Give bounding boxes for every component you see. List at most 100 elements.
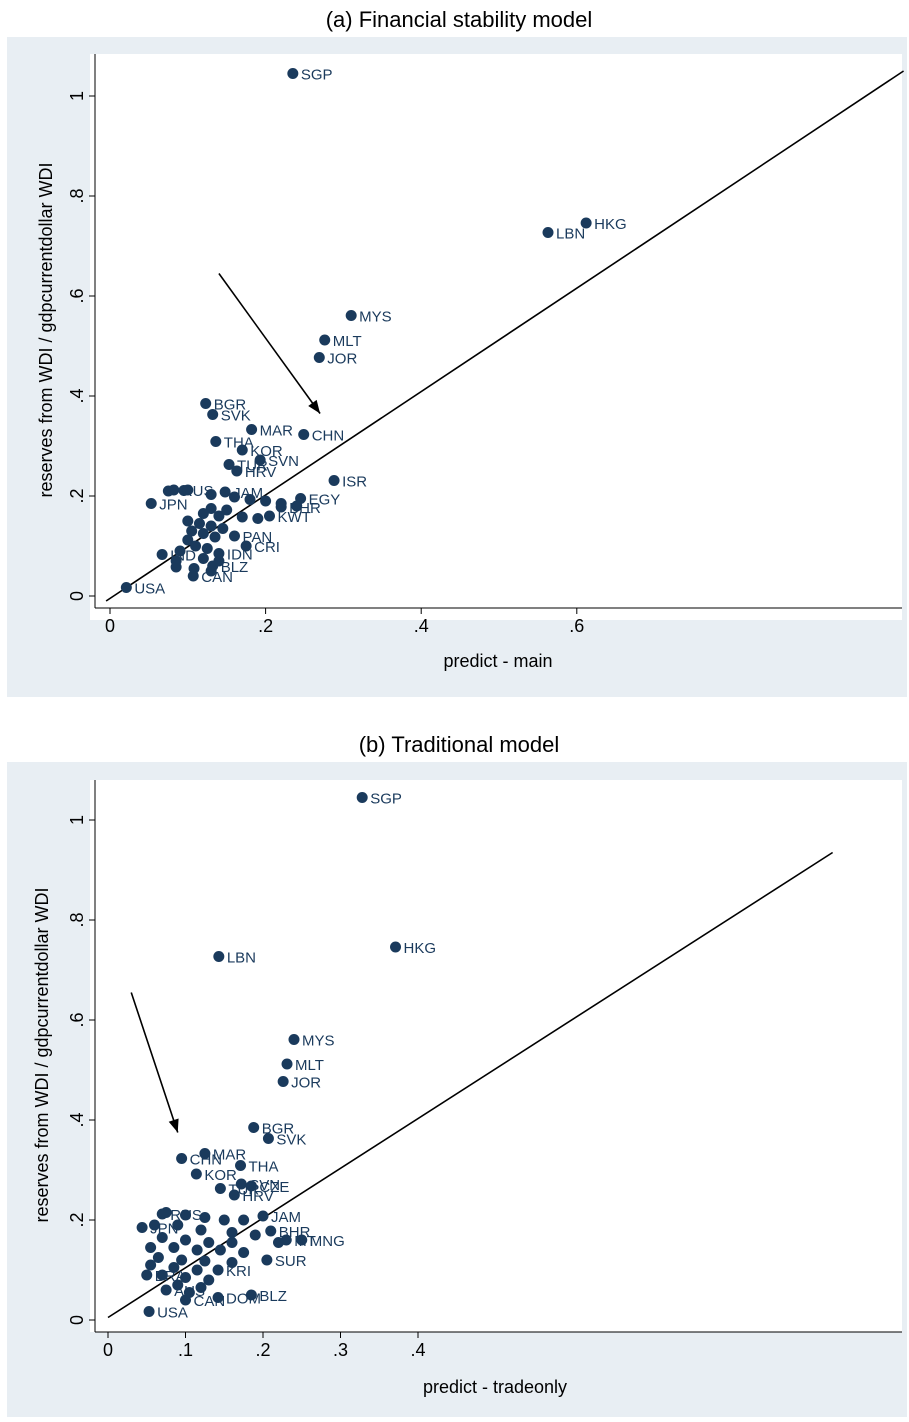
panel-b-arrow-head <box>168 1118 179 1133</box>
panel-a-point-label: KWT <box>277 509 310 526</box>
panel-a-point <box>182 484 194 496</box>
panel-b-point <box>262 1133 274 1144</box>
panel-a-point <box>287 68 299 79</box>
panel-b-point <box>218 1214 230 1226</box>
panel-a-point-label: CHN <box>312 428 345 445</box>
panel-b-point-label: CAN <box>194 1293 226 1310</box>
panel-b-point-label: HKG <box>404 940 437 957</box>
panel-a-point <box>313 352 325 363</box>
panel-b-y-tick-label: .6 <box>67 1012 87 1027</box>
panel-a-point <box>205 489 217 500</box>
panel-a-point <box>186 525 198 537</box>
panel-a-point <box>228 530 240 542</box>
panel-b-point <box>191 1244 203 1256</box>
panel-a-point <box>197 553 209 564</box>
panel-a-title: (a) Financial stability model <box>326 7 593 32</box>
panel-b-point <box>214 1183 226 1194</box>
panel-b-point <box>199 1148 211 1159</box>
panel-b-point <box>212 1292 224 1303</box>
panel-b-point-label: SUR <box>275 1253 307 1270</box>
panel-a-point-label: USA <box>134 581 165 598</box>
panel-b-point <box>281 1058 293 1070</box>
panel-a-point <box>236 444 248 456</box>
panel-b-point <box>390 941 402 953</box>
panel-a-point-label: CRI <box>254 539 280 556</box>
panel-b-point-label: THA <box>249 1159 279 1176</box>
panel-a-point <box>228 491 240 503</box>
panel-a-point-label: EGY <box>309 492 341 509</box>
panel-a-point <box>217 523 229 534</box>
panel-a-point <box>298 429 310 440</box>
panel-a-x-tick-label: .2 <box>258 616 273 636</box>
panel-b-point <box>226 1257 238 1268</box>
panel-b-y-tick-label: 1 <box>67 815 87 825</box>
panel-b-point <box>203 1274 215 1286</box>
panel-b-point <box>143 1306 155 1317</box>
panel-a-point-label: LBN <box>556 226 585 243</box>
panel-a-point-label: SVK <box>221 408 251 425</box>
panel-b-point-label: JAM <box>271 1209 301 1226</box>
panel-b-point <box>214 1244 226 1256</box>
panel-b-point <box>203 1237 215 1248</box>
panel-b-point <box>156 1269 168 1281</box>
panel-a-point <box>231 465 243 477</box>
panel-a-point <box>328 475 340 486</box>
panel-b-x-tick-label: .3 <box>333 1340 348 1360</box>
panel-b-y-axis-label: reserves from WDI / gdpcurrentdollar WDI <box>32 887 52 1222</box>
panel-b-point <box>136 1222 148 1233</box>
panel-b-point <box>226 1227 238 1238</box>
panel-a-point <box>244 494 256 505</box>
panel-b-point <box>248 1122 260 1133</box>
panel-a-point <box>240 540 252 552</box>
panel-b-point-label: LBN <box>227 950 256 967</box>
panel-a-point <box>213 510 225 522</box>
panel-a-point <box>205 565 217 577</box>
panel-b-point <box>235 1178 247 1190</box>
panel-a-point-label: HKG <box>594 216 627 233</box>
panel-a-point-label: JOR <box>327 351 357 368</box>
panel-b-point <box>149 1219 160 1231</box>
panel-b-point <box>190 1168 202 1180</box>
panel-a-point-label: BLZ <box>221 559 249 576</box>
panel-b-point <box>195 1282 207 1293</box>
panel-b-y-tick-label: 0 <box>67 1315 87 1325</box>
panel-b-point <box>141 1269 153 1281</box>
panel-a-point <box>223 459 235 470</box>
panel-b-point <box>180 1272 191 1283</box>
panel-b-point <box>245 1180 257 1192</box>
panel-b-point <box>296 1234 308 1246</box>
panel-b-x-tick-label: .4 <box>410 1340 425 1360</box>
panel-b-point <box>238 1247 250 1258</box>
panel-a-point-label: IDN <box>227 547 253 564</box>
panel-a-y-tick-label: 1 <box>67 91 87 101</box>
panel-a-point-label: ISR <box>342 474 367 491</box>
panel-a-point-label: MLT <box>333 333 362 350</box>
panel-b-point <box>172 1219 184 1231</box>
panel-b-point <box>226 1237 238 1248</box>
panel-b-point <box>168 1262 180 1273</box>
panel-b-x-axis-label: predict - tradeonly <box>423 1377 567 1397</box>
panel-a-point <box>162 485 174 497</box>
panel-a-point <box>205 503 217 514</box>
panel-b-plot-area <box>90 780 902 1332</box>
panel-a-point-label: HRV <box>245 464 276 481</box>
panel-b-point-label: MLT <box>295 1057 324 1074</box>
panel-b-point <box>160 1207 172 1218</box>
panel-a-point <box>193 518 205 529</box>
panel-b-point <box>277 1076 289 1087</box>
panel-a-point <box>580 217 592 229</box>
panel-a-point <box>205 520 217 532</box>
panel-b-point <box>152 1252 164 1263</box>
panel-b-y-tick-label: .4 <box>67 1112 87 1127</box>
panel-b-point-label: SGP <box>370 791 402 808</box>
panel-b-point <box>180 1209 191 1221</box>
panel-a-point-label: TUR <box>237 458 268 475</box>
panel-a-x-tick-label: .6 <box>569 616 584 636</box>
panel-a-point <box>236 511 248 523</box>
panel-a-point <box>207 409 219 420</box>
panel-b-point <box>288 1034 300 1045</box>
panel-b-point-label: MAR <box>213 1147 247 1164</box>
panel-a-point <box>221 504 233 516</box>
panel-a-point <box>246 424 258 435</box>
panel-a-point-label: MYS <box>359 309 392 326</box>
